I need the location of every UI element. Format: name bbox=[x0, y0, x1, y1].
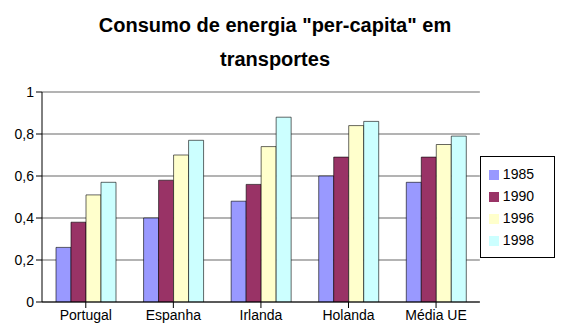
svg-text:1: 1 bbox=[26, 84, 34, 100]
svg-text:Espanha: Espanha bbox=[146, 307, 201, 323]
html-text:1996: 1996 bbox=[502, 210, 534, 226]
svg-text:Holanda: Holanda bbox=[322, 307, 374, 323]
svg-text:0,6: 0,6 bbox=[15, 168, 35, 184]
svg-text:0,2: 0,2 bbox=[15, 252, 35, 268]
svg-text:Portugal: Portugal bbox=[60, 307, 112, 323]
html-text:1990: 1990 bbox=[502, 188, 534, 204]
svg-text:0,4: 0,4 bbox=[15, 210, 35, 226]
svg-text:Média UE: Média UE bbox=[405, 307, 466, 323]
svg-text:Irlanda: Irlanda bbox=[240, 307, 283, 323]
html-text:1985: 1985 bbox=[502, 166, 534, 182]
svg-text:0: 0 bbox=[26, 294, 34, 310]
svg-text:0,8: 0,8 bbox=[15, 126, 35, 142]
html-text:Consumo de energia "per-capita: Consumo de energia "per-capita" em trans… bbox=[98, 14, 452, 70]
html-text:1998: 1998 bbox=[502, 232, 534, 248]
